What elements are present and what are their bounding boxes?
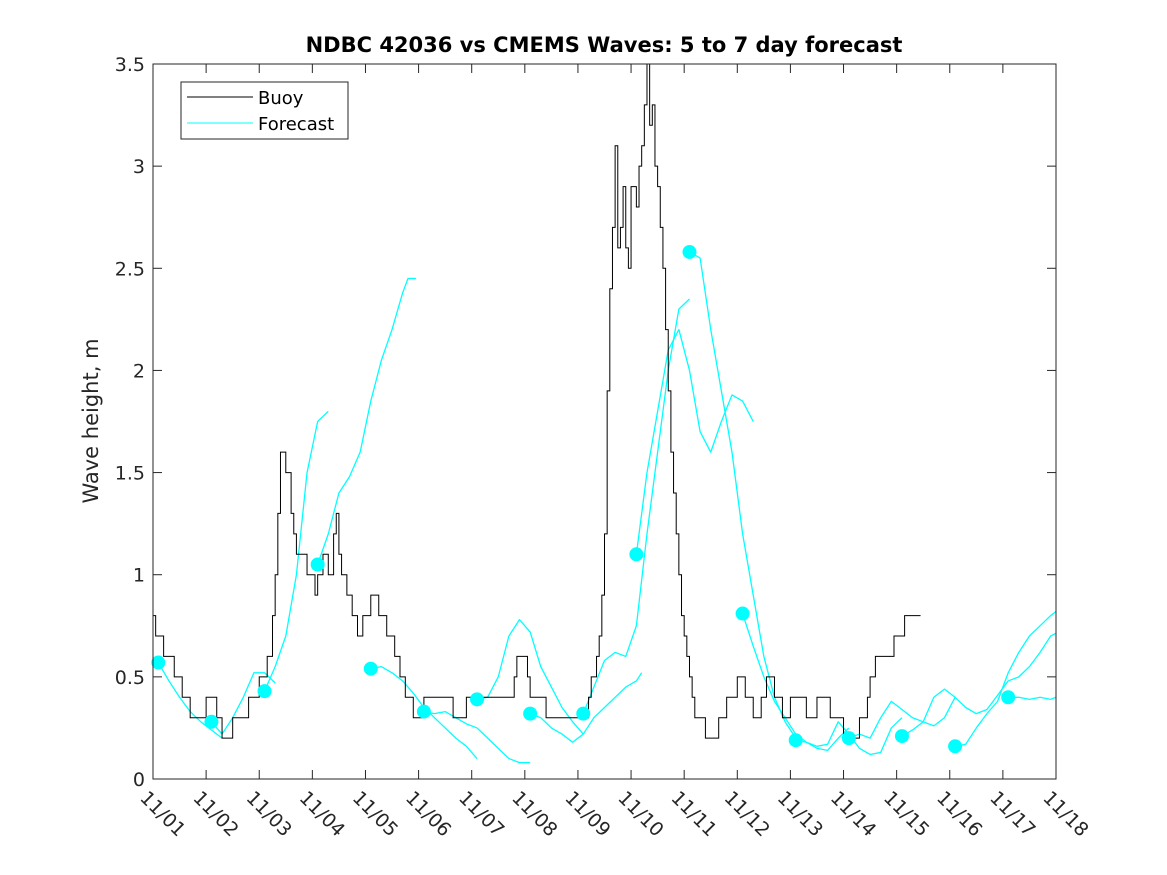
forecast-line-8 (529, 672, 643, 743)
forecast-line-9 (582, 298, 690, 714)
forecast-marker-14 (841, 731, 856, 746)
plot-area (153, 64, 1056, 779)
forecast-marker-3 (257, 684, 272, 699)
y-tick-label: 0 (133, 769, 145, 791)
forecast-marker-2 (204, 714, 219, 729)
forecast-marker-1 (151, 655, 166, 670)
forecast-line-14 (848, 696, 956, 739)
forecast-line-7 (476, 619, 584, 735)
forecast-line-15 (901, 632, 1057, 737)
forecast-line-11 (689, 251, 797, 739)
forecast-line-17 (1008, 696, 1057, 700)
y-tick-label: 2 (133, 360, 145, 382)
forecast-line-6 (423, 710, 531, 764)
forecast-marker-11 (682, 244, 697, 259)
forecast-marker-6 (416, 704, 431, 719)
forecast-marker-4 (310, 557, 325, 572)
y-tick-label: 1 (133, 565, 145, 587)
y-tick-label: 3.5 (115, 54, 145, 76)
forecast-marker-5 (363, 661, 378, 676)
forecast-line-4 (317, 277, 416, 565)
legend-forecast-label: Forecast (258, 114, 334, 135)
forecast-marker-9 (576, 706, 591, 721)
y-tick-label: 1.5 (115, 463, 145, 485)
buoy-line (153, 63, 921, 739)
forecast-marker-7 (470, 692, 485, 707)
y-tick-label: 3 (133, 156, 145, 178)
forecast-line-10 (635, 328, 754, 555)
forecast-marker-13 (788, 733, 803, 748)
forecast-marker-16 (948, 739, 963, 754)
forecast-marker-8 (523, 706, 538, 721)
forecast-marker-15 (894, 729, 909, 744)
chart-title: NDBC 42036 vs CMEMS Waves: 5 to 7 day fo… (306, 33, 903, 57)
marker-layer (151, 244, 1016, 754)
y-axis-label: Wave height, m (79, 338, 103, 503)
legend-box (180, 81, 349, 140)
y-ticks: 0 0.5 1 1.5 2 2.5 3 3.5 (115, 54, 1056, 791)
y-tick-label: 0.5 (115, 667, 145, 689)
legend-buoy-label: Buoy (258, 88, 304, 109)
series-layer (153, 63, 1057, 764)
axes-box (152, 63, 1057, 780)
legend: Buoy Forecast (180, 81, 349, 140)
forecast-line-3 (263, 410, 329, 692)
forecast-marker-17 (1001, 690, 1016, 705)
forecast-line-16 (954, 610, 1057, 747)
forecast-marker-10 (629, 547, 644, 562)
y-tick-label: 2.5 (115, 258, 145, 280)
forecast-marker-12 (735, 606, 750, 621)
